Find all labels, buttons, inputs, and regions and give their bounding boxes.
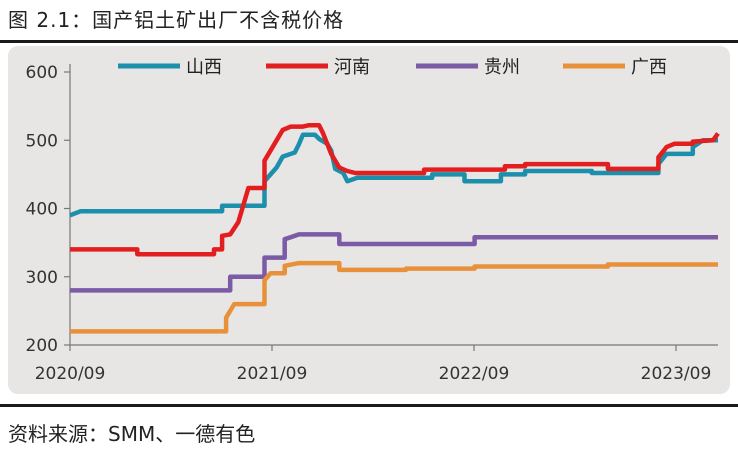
series-line-广西 (70, 260, 718, 334)
source-note: 资料来源：SMM、一德有色 (8, 422, 256, 446)
axes: 200 300 400 500 600 2020/09 2021/09 2022/09 2023… (26, 63, 718, 384)
chart-title: 图 2.1：国产铝土矿出厂不含税价格 (8, 8, 345, 32)
series-line-河南 (70, 122, 720, 257)
x-tick-label: 2021/09 (237, 364, 308, 384)
legend-label: 山西 (186, 57, 222, 78)
top-rule (0, 40, 738, 43)
legend-label: 广西 (631, 57, 667, 78)
series-line-山西 (69, 132, 718, 218)
legend-label: 贵州 (484, 57, 520, 78)
legend-label: 河南 (334, 57, 370, 78)
y-tick-label: 300 (26, 268, 58, 288)
y-tick-label: 400 (26, 200, 58, 220)
x-tick-label: 2020/09 (35, 364, 106, 384)
y-tick-label: 200 (26, 336, 58, 356)
series-lines (69, 122, 720, 334)
bottom-rule (0, 404, 738, 407)
x-tick-label: 2022/09 (439, 364, 510, 384)
y-tick-label: 600 (26, 63, 58, 83)
y-tick-label: 500 (26, 131, 58, 151)
legend: 山西 河南 贵州 广西 (118, 57, 667, 78)
plot-background (8, 46, 730, 394)
x-tick-label: 2023/09 (641, 364, 712, 384)
series-line-贵州 (70, 232, 718, 293)
